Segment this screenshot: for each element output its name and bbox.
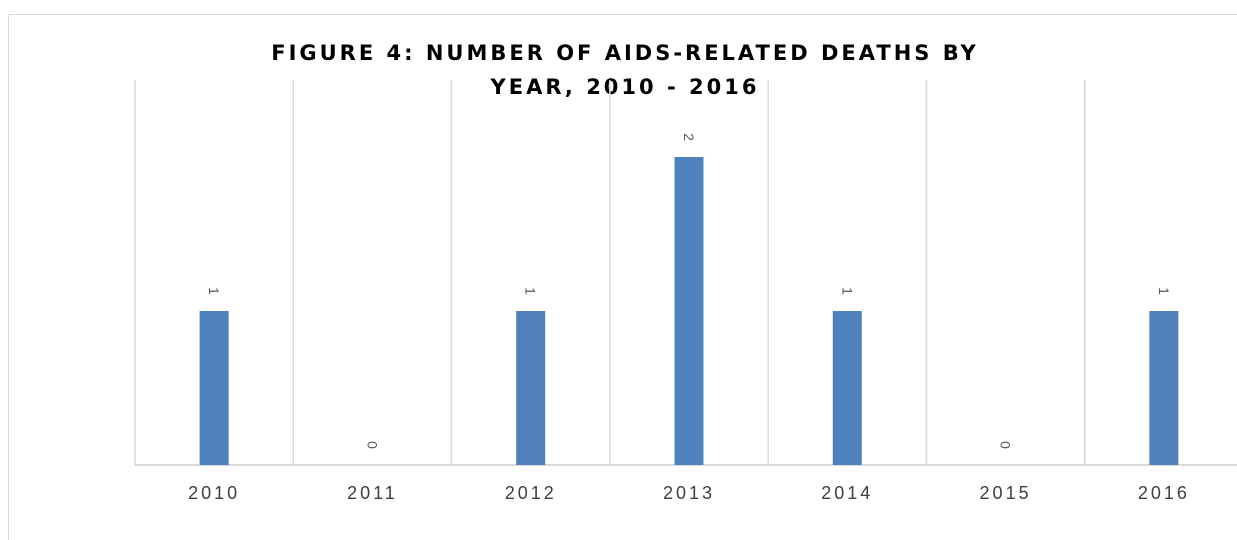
bar-2014 bbox=[832, 311, 862, 465]
x-tick-label-2010: 2010 bbox=[188, 483, 240, 503]
bar-2016 bbox=[1149, 311, 1179, 465]
bar-2013 bbox=[674, 157, 704, 465]
chart-title-line-2: YEAR, 2010 - 2016 bbox=[490, 75, 760, 99]
data-label-2012: 1 bbox=[523, 287, 539, 295]
data-label-2011: 0 bbox=[364, 441, 380, 449]
data-label-2015: 0 bbox=[998, 441, 1014, 449]
bar-2012 bbox=[516, 311, 546, 465]
data-label-2014: 1 bbox=[839, 287, 855, 295]
chart-title-line-1: FIGURE 4: NUMBER OF AIDS-RELATED DEATHS … bbox=[271, 41, 979, 65]
x-tick-label-2012: 2012 bbox=[505, 483, 557, 503]
x-tick-label-2014: 2014 bbox=[821, 483, 873, 503]
bar-2010 bbox=[199, 311, 229, 465]
data-label-2016: 1 bbox=[1156, 287, 1172, 295]
chart-title: FIGURE 4: NUMBER OF AIDS-RELATED DEATHS … bbox=[0, 36, 1237, 104]
data-label-2013: 2 bbox=[681, 133, 697, 141]
x-tick-label-2013: 2013 bbox=[663, 483, 715, 503]
x-tick-label-2016: 2016 bbox=[1138, 483, 1190, 503]
x-tick-label-2011: 2011 bbox=[347, 483, 398, 503]
data-label-2010: 1 bbox=[206, 287, 222, 295]
x-tick-label-2015: 2015 bbox=[980, 483, 1032, 503]
chart-frame bbox=[8, 14, 1237, 540]
